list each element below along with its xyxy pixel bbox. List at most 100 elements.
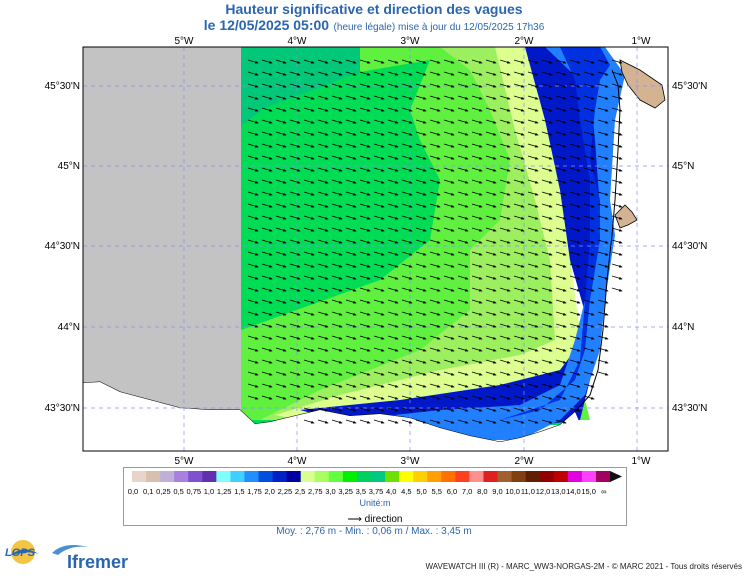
legend-swatch xyxy=(399,471,414,482)
wave-direction-arrow xyxy=(345,419,357,424)
wave-direction-arrow xyxy=(247,371,259,376)
wave-direction-arrow xyxy=(373,359,385,364)
wave-direction-arrow xyxy=(443,347,455,352)
wave-direction-arrow xyxy=(261,215,273,220)
wave-direction-arrow xyxy=(583,395,595,400)
wave-direction-arrow xyxy=(485,347,497,352)
wave-direction-arrow xyxy=(555,347,567,352)
wave-direction-arrow xyxy=(345,107,357,112)
svg-text:1°W: 1°W xyxy=(632,456,652,467)
map-frame xyxy=(82,46,669,452)
wave-direction-arrow xyxy=(583,119,595,124)
wave-direction-arrow xyxy=(429,203,441,208)
wave-direction-arrow xyxy=(555,371,567,376)
wave-direction-arrow xyxy=(457,95,469,100)
wave-direction-arrow xyxy=(457,359,469,364)
wave-direction-arrow xyxy=(261,167,273,172)
wave-direction-arrow xyxy=(261,311,273,316)
wave-direction-arrow xyxy=(303,95,315,100)
wave-direction-arrow xyxy=(345,59,357,64)
wave-direction-arrow xyxy=(429,383,441,388)
svg-text:44°N: 44°N xyxy=(672,322,694,333)
legend-swatch xyxy=(356,471,372,482)
wave-direction-arrow xyxy=(527,167,539,172)
wave-direction-arrow xyxy=(443,167,455,172)
wave-direction-arrow xyxy=(345,179,357,184)
wave-direction-arrow xyxy=(541,407,553,412)
wave-direction-arrow xyxy=(331,155,343,160)
wave-direction-arrow xyxy=(289,191,301,196)
wave-direction-arrow xyxy=(471,71,483,76)
wave-direction-arrow xyxy=(401,59,413,64)
wave-direction-arrow xyxy=(457,239,469,244)
wave-direction-arrow xyxy=(513,395,525,400)
wave-map[interactable]: 5°W 4°W 3°W 2°W 1°W 5°W 4°W 3°W 2°W 1°W … xyxy=(0,0,748,470)
wave-direction-arrow xyxy=(359,371,371,376)
legend-swatch xyxy=(258,471,274,482)
wave-direction-arrow xyxy=(429,107,441,112)
wave-direction-arrow xyxy=(583,311,595,316)
wave-direction-arrow xyxy=(541,311,553,316)
wave-direction-arrow xyxy=(387,383,399,388)
wave-direction-arrow xyxy=(485,167,497,172)
wave-direction-arrow xyxy=(303,191,315,196)
wave-direction-arrow xyxy=(261,83,273,88)
wave-direction-arrow xyxy=(499,287,511,292)
wave-direction-arrow xyxy=(457,263,469,268)
wave-direction-arrow xyxy=(443,275,455,280)
wave-direction-arrow xyxy=(597,71,609,76)
wave-direction-arrow xyxy=(261,239,273,244)
wave-direction-arrow xyxy=(513,215,525,220)
wave-direction-arrow xyxy=(261,227,273,232)
wave-direction-arrow xyxy=(387,83,399,88)
wave-direction-arrow xyxy=(555,167,567,172)
wave-direction-arrow xyxy=(415,347,427,352)
wave-direction-arrow xyxy=(443,323,455,328)
legend-colorbar: 0,0 0,1 0,25 0,5 0,75 1,0 1,25 1,5 1,75 2,0 2,25 2,… xyxy=(128,471,622,496)
wave-direction-arrow xyxy=(527,407,539,412)
wave-direction-arrow xyxy=(541,263,553,268)
wave-direction-arrow xyxy=(429,167,441,172)
legend-label: 5,5 xyxy=(432,487,442,496)
wave-direction-arrow xyxy=(373,407,385,412)
wave-direction-arrow xyxy=(415,251,427,256)
wave-direction-arrow xyxy=(289,167,301,172)
wave-direction-arrow xyxy=(275,203,287,208)
lat-ticks-right: 45°30'N 45°N 44°30'N 44°N 43°30'N xyxy=(672,81,707,414)
legend-label: ∞ xyxy=(601,487,606,496)
wave-direction-arrow xyxy=(247,335,259,340)
wave-direction-arrow xyxy=(373,299,385,304)
wave-direction-arrow xyxy=(345,215,357,220)
legend-label: 2,25 xyxy=(278,487,293,496)
legend-swatch xyxy=(511,471,527,482)
wave-direction-arrow xyxy=(303,323,315,328)
legend-swatch xyxy=(539,471,555,482)
legend-swatch xyxy=(413,471,428,482)
wave-direction-arrow xyxy=(331,143,343,148)
wave-direction-arrow xyxy=(527,95,539,100)
wave-direction-arrow xyxy=(261,323,273,328)
wave-direction-arrow xyxy=(485,107,497,112)
wave-direction-arrow xyxy=(345,299,357,304)
wave-direction-arrow xyxy=(611,203,623,208)
legend-swatch xyxy=(525,471,541,482)
legend-swatch xyxy=(342,471,358,482)
wave-direction-arrow xyxy=(317,407,329,412)
wave-direction-arrow xyxy=(555,83,567,88)
wave-direction-arrow xyxy=(387,155,399,160)
wave-direction-arrow xyxy=(429,119,441,124)
wave-direction-arrow xyxy=(247,395,259,400)
wave-direction-arrow xyxy=(569,119,581,124)
wave-direction-arrow xyxy=(443,59,455,64)
wave-direction-arrow xyxy=(471,359,483,364)
wave-direction-arrow xyxy=(555,155,567,160)
wave-direction-arrow xyxy=(345,95,357,100)
wave-direction-arrow xyxy=(569,251,581,256)
wave-direction-arrow xyxy=(331,287,343,292)
wave-direction-arrow xyxy=(247,299,259,304)
lon-ticks-bottom: 5°W 4°W 3°W 2°W 1°W xyxy=(175,456,652,467)
wave-direction-arrow xyxy=(485,227,497,232)
wave-direction-arrow xyxy=(443,419,455,424)
wave-direction-arrow xyxy=(597,323,609,328)
wave-direction-arrow xyxy=(485,359,497,364)
